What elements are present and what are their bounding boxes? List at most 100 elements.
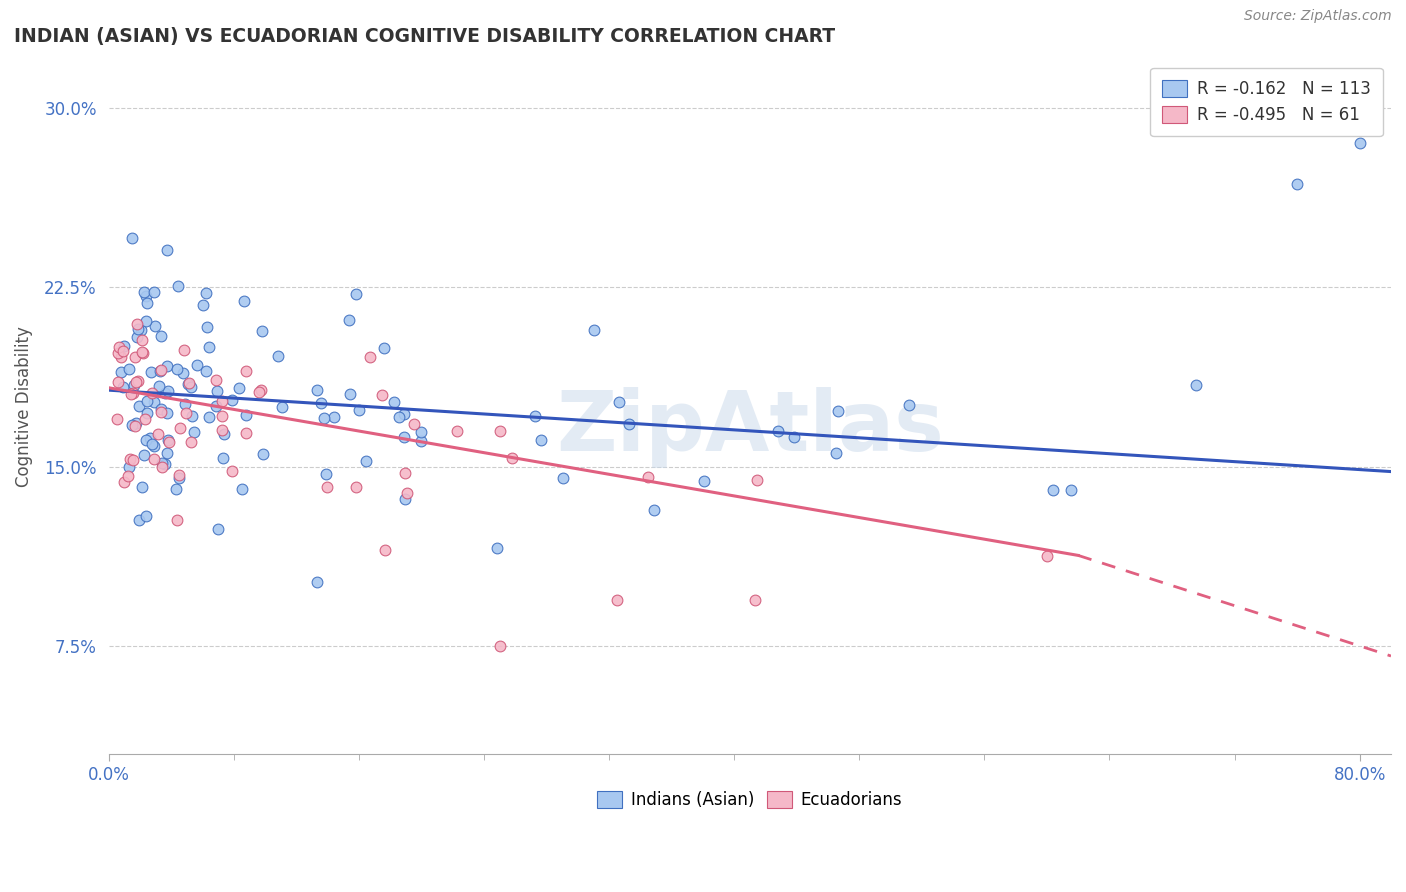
Point	[107, 346, 129, 360]
Point	[134, 412, 156, 426]
Point	[388, 409, 411, 424]
Point	[692, 474, 714, 488]
Point	[488, 640, 510, 654]
Point	[637, 470, 659, 484]
Point	[153, 386, 176, 401]
Point	[122, 385, 145, 400]
Point	[132, 449, 155, 463]
Point	[485, 541, 508, 555]
Point	[150, 456, 173, 470]
Point	[128, 399, 150, 413]
Point	[897, 398, 920, 412]
Point	[252, 447, 274, 461]
Point	[194, 285, 217, 300]
Point	[221, 392, 243, 407]
Point	[207, 522, 229, 536]
Point	[339, 387, 361, 401]
Point	[305, 574, 328, 589]
Point	[148, 379, 170, 393]
Point	[169, 421, 191, 435]
Point	[121, 417, 143, 432]
Point	[205, 384, 228, 398]
Point	[177, 376, 200, 391]
Point	[204, 373, 226, 387]
Point	[524, 409, 547, 423]
Point	[139, 431, 162, 445]
Point	[1286, 177, 1309, 191]
Point	[392, 407, 415, 421]
Point	[1036, 549, 1059, 564]
Point	[124, 350, 146, 364]
Point	[307, 384, 329, 398]
Point	[120, 387, 142, 401]
Point	[142, 395, 165, 409]
Point	[174, 406, 197, 420]
Point	[582, 323, 605, 337]
Point	[446, 425, 468, 439]
Point	[142, 285, 165, 299]
Point	[607, 395, 630, 409]
Point	[825, 446, 848, 460]
Point	[166, 513, 188, 527]
Point	[643, 503, 665, 517]
Point	[211, 409, 233, 423]
Point	[195, 364, 218, 378]
Point	[142, 439, 165, 453]
Point	[1042, 483, 1064, 497]
Point	[211, 451, 233, 466]
Point	[124, 378, 146, 392]
Point	[344, 480, 367, 494]
Point	[315, 467, 337, 481]
Point	[409, 434, 432, 448]
Point	[131, 346, 153, 360]
Point	[110, 365, 132, 379]
Point	[198, 340, 221, 354]
Point	[1348, 136, 1371, 151]
Point	[112, 343, 135, 358]
Point	[105, 411, 128, 425]
Point	[346, 286, 368, 301]
Point	[204, 400, 226, 414]
Point	[167, 471, 190, 485]
Point	[827, 404, 849, 418]
Point	[148, 427, 170, 442]
Point	[112, 475, 135, 490]
Point	[166, 362, 188, 376]
Point	[117, 469, 139, 483]
Point	[165, 482, 187, 496]
Point	[135, 314, 157, 328]
Point	[156, 359, 179, 373]
Point	[118, 452, 141, 467]
Point	[150, 402, 173, 417]
Point	[150, 460, 173, 475]
Point	[114, 339, 136, 353]
Point	[110, 350, 132, 364]
Point	[107, 340, 129, 354]
Point	[155, 457, 177, 471]
Point	[235, 408, 257, 422]
Point	[392, 430, 415, 444]
Point	[156, 406, 179, 420]
Point	[250, 324, 273, 338]
Point	[156, 243, 179, 257]
Point	[211, 393, 233, 408]
Point	[232, 293, 254, 308]
Text: Source: ZipAtlas.com: Source: ZipAtlas.com	[1244, 9, 1392, 23]
Point	[396, 485, 419, 500]
Point	[139, 365, 162, 379]
Point	[271, 400, 294, 414]
Point	[129, 323, 152, 337]
Point	[131, 344, 153, 359]
Point	[221, 465, 243, 479]
Point	[174, 397, 197, 411]
Point	[768, 424, 790, 438]
Point	[141, 436, 163, 450]
Point	[501, 451, 523, 466]
Point	[127, 322, 149, 336]
Point	[149, 364, 172, 378]
Point	[235, 364, 257, 378]
Point	[118, 362, 141, 376]
Point	[135, 406, 157, 420]
Point	[181, 409, 204, 423]
Point	[228, 381, 250, 395]
